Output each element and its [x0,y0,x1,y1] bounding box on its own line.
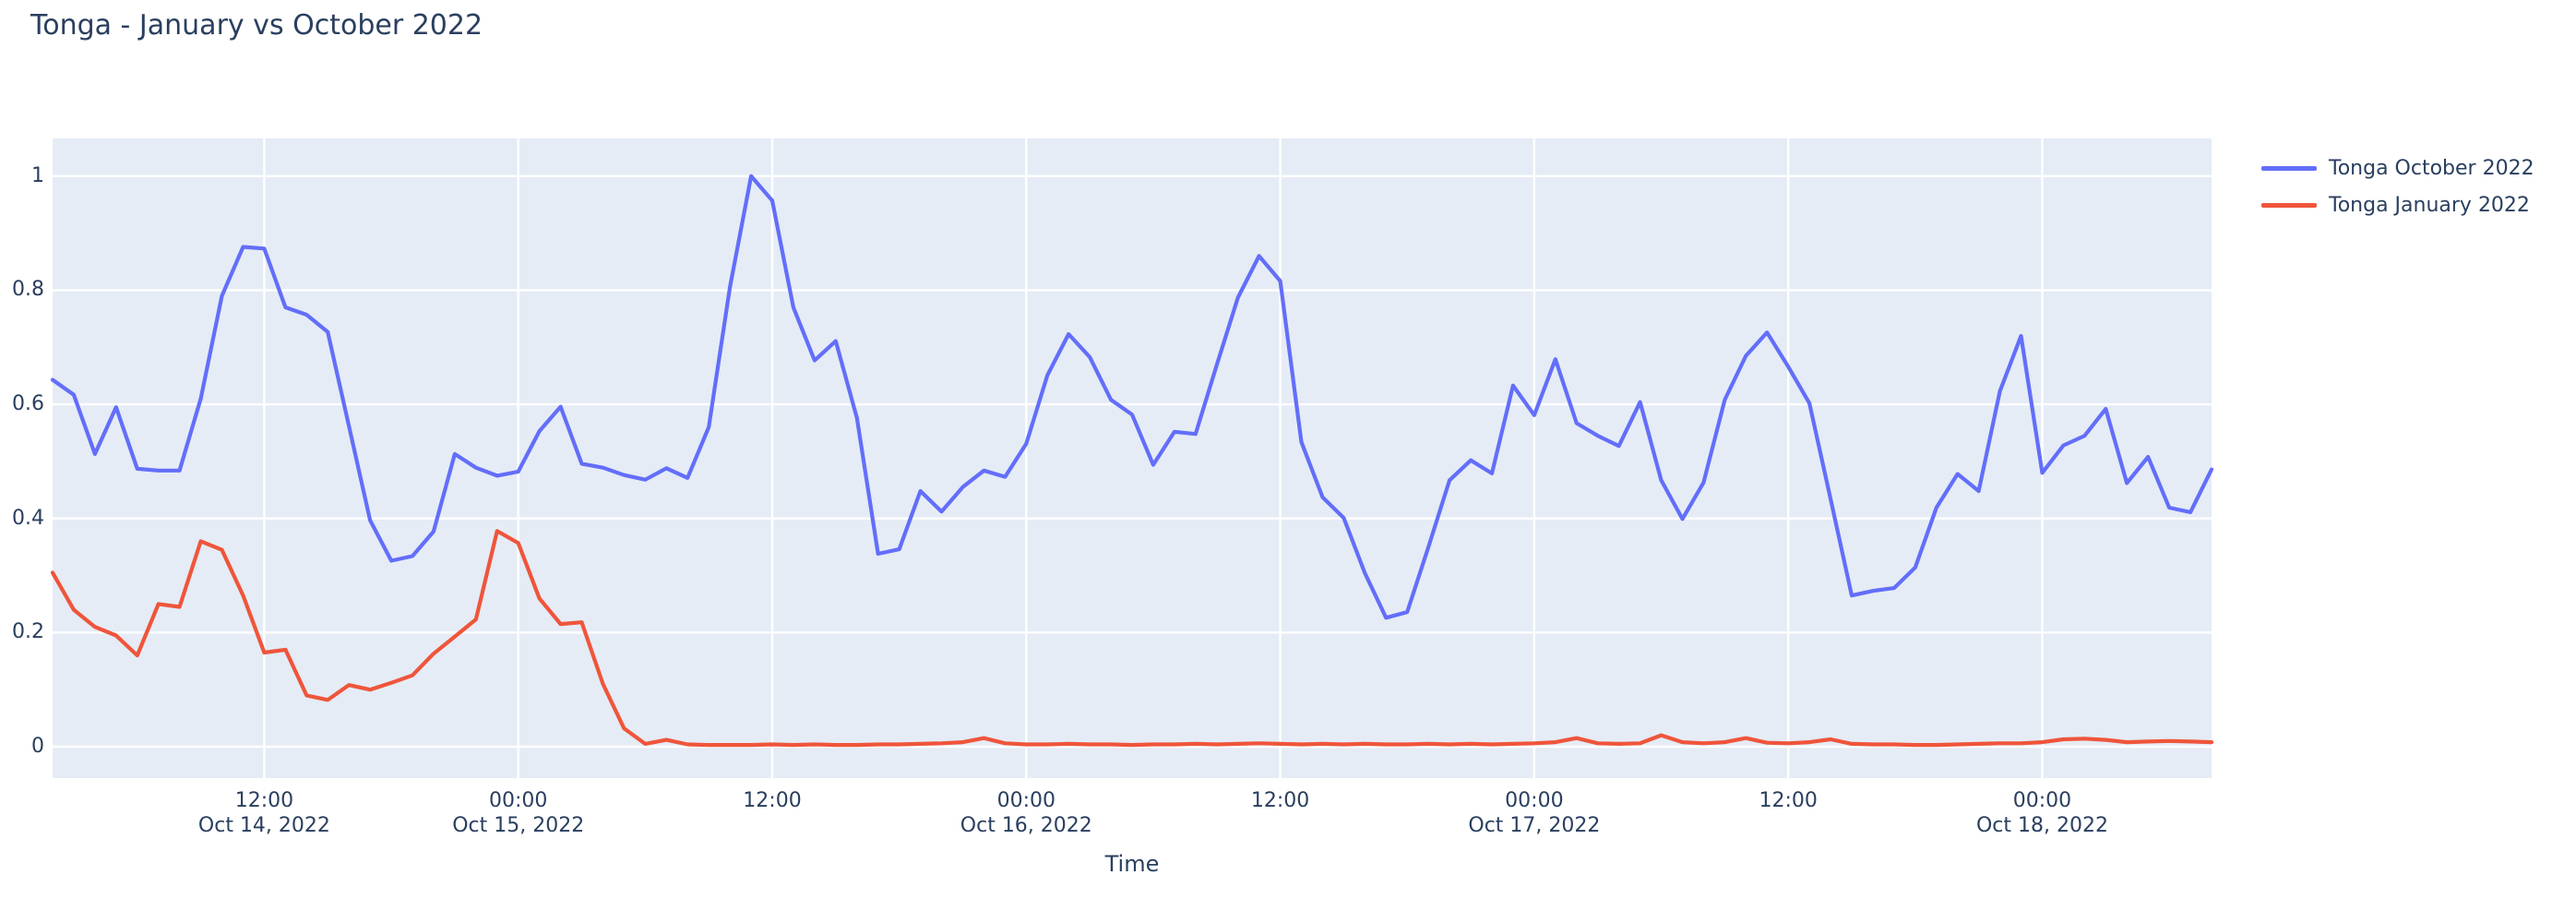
x-tick-date: Oct 17, 2022 [1468,814,1601,837]
legend-item-label: Tonga October 2022 [2329,156,2534,180]
y-tick-label: 0.4 [12,506,44,530]
x-tick-label: 00:00 Oct 17, 2022 [1433,788,1636,838]
y-tick-label: 0 [31,734,44,758]
series-line-tonga-october-2022 [50,174,2214,620]
x-tick-time: 12:00 [743,789,802,812]
legend: Tonga October 2022 Tonga January 2022 [2261,150,2534,223]
x-tick-date: Oct 16, 2022 [960,814,1092,837]
x-tick-time: 12:00 [234,789,294,812]
legend-item-label: Tonga January 2022 [2329,193,2530,217]
x-tick-label: 12:00 [671,788,874,813]
x-tick-label: 12:00 [1179,788,1382,813]
x-tick-label: 00:00 Oct 16, 2022 [924,788,1127,838]
y-tick-label: 0.2 [12,620,44,644]
x-tick-date: Oct 14, 2022 [197,814,330,837]
x-tick-label: 12:00 [1687,788,1890,813]
plot-area-background [53,138,2212,778]
legend-item-tonga-october-2022[interactable]: Tonga October 2022 [2261,150,2534,186]
y-tick-label: 1 [31,163,44,187]
line-swatch-icon [2261,165,2317,171]
x-tick-date: Oct 18, 2022 [1975,814,2108,837]
x-tick-date: Oct 15, 2022 [452,814,585,837]
line-swatch-icon [2261,202,2317,208]
y-tick-label: 0.6 [12,392,44,416]
x-tick-time: 00:00 [2012,789,2072,812]
x-tick-time: 00:00 [1505,789,1564,812]
x-tick-label: 00:00 Oct 18, 2022 [1940,788,2143,838]
x-tick-label: 00:00 Oct 15, 2022 [417,788,620,838]
y-tick-label: 0.8 [12,278,44,302]
x-tick-time: 00:00 [489,789,548,812]
series-line-tonga-january-2022 [50,529,2214,748]
x-tick-label: 12:00 Oct 14, 2022 [162,788,365,838]
x-tick-time: 12:00 [1250,789,1310,812]
chart-title: Tonga - January vs October 2022 [30,9,483,42]
x-tick-time: 00:00 [996,789,1055,812]
x-tick-time: 12:00 [1759,789,1818,812]
legend-item-tonga-january-2022[interactable]: Tonga January 2022 [2261,186,2534,223]
x-axis-title: Time [1104,851,1160,877]
